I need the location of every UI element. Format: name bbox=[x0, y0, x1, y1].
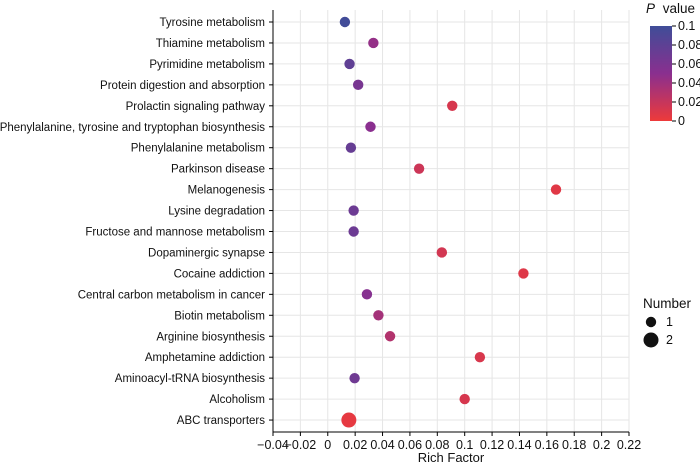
data-point bbox=[352, 79, 364, 91]
data-point bbox=[345, 142, 357, 153]
y-category-label: Fructose and mannose metabolism bbox=[85, 227, 265, 239]
y-category-label: Cocaine addiction bbox=[174, 268, 265, 280]
number-legend: Number 12 bbox=[643, 296, 692, 348]
number-legend-title: Number bbox=[643, 296, 692, 311]
pvalue-legend-title-italic: P bbox=[646, 1, 655, 16]
number-legend-marker bbox=[645, 316, 657, 328]
x-tick-label: −0.04 bbox=[257, 438, 289, 452]
y-category-label: Melanogenesis bbox=[188, 185, 266, 197]
y-category-label: Central carbon metabolism in cancer bbox=[78, 289, 265, 301]
y-category-label: Arginine biosynthesis bbox=[156, 331, 265, 343]
y-category-label: Biotin metabolism bbox=[174, 310, 265, 322]
x-tick-label: 0.02 bbox=[343, 438, 367, 452]
number-legend-label: 2 bbox=[666, 333, 673, 347]
number-legend-marker bbox=[643, 332, 659, 348]
x-axis-title: Rich Factor bbox=[418, 450, 485, 465]
pvalue-legend: P value 0.1 0.08 0.06 0.04 0.02 0 bbox=[646, 1, 700, 128]
x-tick-label: 0.1 bbox=[456, 438, 473, 452]
data-point bbox=[341, 412, 357, 428]
y-category-label: Aminoacyl-tRNA biosynthesis bbox=[115, 373, 265, 385]
data-point bbox=[518, 268, 529, 279]
y-category-label: Dopaminergic synapse bbox=[148, 247, 265, 259]
data-point bbox=[459, 393, 470, 405]
y-category-label: Protein digestion and absorption bbox=[100, 80, 265, 92]
number-legend-label: 1 bbox=[666, 315, 673, 329]
y-category-label: Amphetamine addiction bbox=[145, 352, 265, 364]
plot-background bbox=[273, 10, 629, 432]
y-category-label: Phenylalanine metabolism bbox=[131, 143, 265, 155]
y-category-label: Pyrimidine metabolism bbox=[149, 59, 265, 71]
y-category-label: Thiamine metabolism bbox=[156, 38, 265, 50]
colorbar-tick-label: 0.04 bbox=[678, 76, 700, 90]
data-point bbox=[550, 184, 562, 195]
data-point bbox=[373, 310, 384, 321]
pvalue-legend-title-rest: value bbox=[663, 1, 695, 16]
data-point bbox=[436, 247, 448, 258]
y-category-label: ABC transporters bbox=[177, 415, 265, 427]
y-category-label: Parkinson disease bbox=[171, 164, 265, 176]
x-axis-ticks: −0.04−0.02 0 0.02 0.04 0.06 0.08 0.1 0.12 0.14 0.… bbox=[257, 432, 641, 452]
x-tick-label: −0.02 bbox=[285, 438, 317, 452]
colorbar-tick-label: 0.1 bbox=[678, 19, 695, 33]
x-tick-label: 0.16 bbox=[535, 438, 559, 452]
data-point bbox=[384, 331, 396, 342]
y-category-label: Lysine degradation bbox=[168, 206, 265, 218]
colorbar-tick-label: 0.08 bbox=[678, 38, 700, 52]
data-points bbox=[339, 16, 562, 428]
data-point bbox=[348, 226, 359, 237]
pvalue-colorbar bbox=[650, 26, 672, 121]
data-point bbox=[361, 289, 373, 300]
data-point bbox=[339, 16, 351, 28]
data-point bbox=[413, 163, 425, 174]
x-tick-label: 0.18 bbox=[562, 438, 586, 452]
y-category-label: Tyrosine metabolism bbox=[160, 17, 265, 29]
x-tick-label: 0.08 bbox=[425, 438, 449, 452]
x-tick-label: 0 bbox=[324, 438, 331, 452]
colorbar-tick-label: 0 bbox=[678, 114, 685, 128]
x-tick-label: 0.06 bbox=[398, 438, 422, 452]
y-category-label: Phenylalanine, tyrosine and tryptophan b… bbox=[0, 122, 265, 134]
y-category-label: Prolactin signaling pathway bbox=[126, 101, 266, 113]
x-tick-label: 0.2 bbox=[593, 438, 610, 452]
colorbar-tick-label: 0.02 bbox=[678, 95, 700, 109]
colorbar-tick-label: 0.06 bbox=[678, 57, 700, 71]
data-point bbox=[368, 37, 379, 49]
pvalue-colorbar-ticks: 0.1 0.08 0.06 0.04 0.02 0 bbox=[672, 19, 700, 128]
y-axis-category-labels: Tyrosine metabolism Thiamine metabolism Py… bbox=[0, 17, 273, 427]
data-point bbox=[348, 205, 359, 216]
number-legend-entries: 12 bbox=[643, 315, 673, 348]
x-tick-label: 0.12 bbox=[480, 438, 504, 452]
x-tick-label: 0.04 bbox=[370, 438, 394, 452]
data-point bbox=[365, 121, 376, 132]
data-point bbox=[447, 100, 458, 112]
x-tick-label: 0.14 bbox=[507, 438, 531, 452]
x-tick-label: 0.22 bbox=[617, 438, 641, 452]
data-point bbox=[474, 352, 486, 363]
pvalue-legend-title: P value bbox=[646, 1, 695, 16]
data-point bbox=[344, 58, 355, 70]
y-category-label: Alcoholism bbox=[209, 394, 265, 406]
data-point bbox=[349, 372, 360, 384]
